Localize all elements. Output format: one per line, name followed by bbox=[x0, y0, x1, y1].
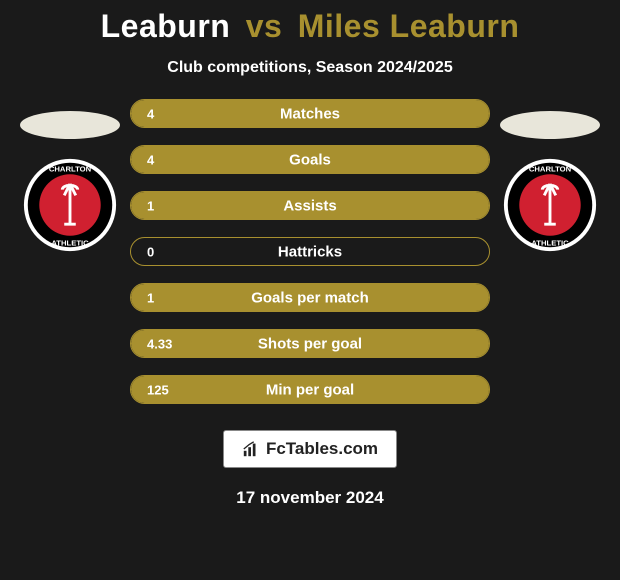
stat-label: Matches bbox=[280, 105, 340, 122]
brand-chart-icon bbox=[242, 440, 260, 458]
club-crest-left: CHARLTON ATHLETIC bbox=[22, 157, 118, 253]
crest-left-col: CHARLTON ATHLETIC bbox=[10, 99, 130, 253]
club-crest-right: CHARLTON ATHLETIC bbox=[502, 157, 598, 253]
comparison-card: Leaburn vs Miles Leaburn Club competitio… bbox=[0, 0, 620, 580]
brand-badge: FcTables.com bbox=[223, 430, 397, 468]
stat-label: Goals bbox=[289, 151, 331, 168]
stat-value-left: 4 bbox=[147, 152, 154, 167]
title-vs: vs bbox=[246, 8, 283, 44]
date-text: 17 november 2024 bbox=[236, 488, 383, 508]
stat-row: Min per goal 125 bbox=[130, 375, 490, 404]
stat-value-left: 1 bbox=[147, 198, 154, 213]
stat-row: Matches 4 bbox=[130, 99, 490, 128]
player-silhouette-left bbox=[20, 111, 120, 139]
title-player1: Leaburn bbox=[101, 8, 231, 44]
stats-column: Matches 4 Goals 4 Assists 1 Hattricks 0 Goals pe… bbox=[130, 99, 490, 404]
crest-right-col: CHARLTON ATHLETIC bbox=[490, 99, 610, 253]
stat-label: Assists bbox=[283, 197, 336, 214]
stat-row: Assists 1 bbox=[130, 191, 490, 220]
stat-row: Goals per match 1 bbox=[130, 283, 490, 312]
title: Leaburn vs Miles Leaburn bbox=[101, 8, 520, 45]
title-player2: Miles Leaburn bbox=[298, 8, 520, 44]
svg-text:CHARLTON: CHARLTON bbox=[49, 164, 92, 173]
stat-value-left: 125 bbox=[147, 382, 169, 397]
stat-value-left: 0 bbox=[147, 244, 154, 259]
subtitle: Club competitions, Season 2024/2025 bbox=[167, 59, 452, 77]
svg-text:ATHLETIC: ATHLETIC bbox=[531, 238, 569, 247]
brand-text: FcTables.com bbox=[266, 439, 378, 459]
svg-text:ATHLETIC: ATHLETIC bbox=[51, 238, 89, 247]
stat-row: Hattricks 0 bbox=[130, 237, 490, 266]
stat-label: Shots per goal bbox=[258, 335, 362, 352]
stat-value-left: 4.33 bbox=[147, 336, 172, 351]
stat-value-left: 1 bbox=[147, 290, 154, 305]
stat-label: Hattricks bbox=[278, 243, 342, 260]
svg-text:CHARLTON: CHARLTON bbox=[529, 164, 572, 173]
stat-value-left: 4 bbox=[147, 106, 154, 121]
stat-row: Shots per goal 4.33 bbox=[130, 329, 490, 358]
stat-row: Goals 4 bbox=[130, 145, 490, 174]
player-silhouette-right bbox=[500, 111, 600, 139]
stat-label: Min per goal bbox=[266, 381, 354, 398]
content-row: CHARLTON ATHLETIC Matches 4 Goals 4 Assists 1… bbox=[0, 99, 620, 404]
stat-label: Goals per match bbox=[251, 289, 369, 306]
